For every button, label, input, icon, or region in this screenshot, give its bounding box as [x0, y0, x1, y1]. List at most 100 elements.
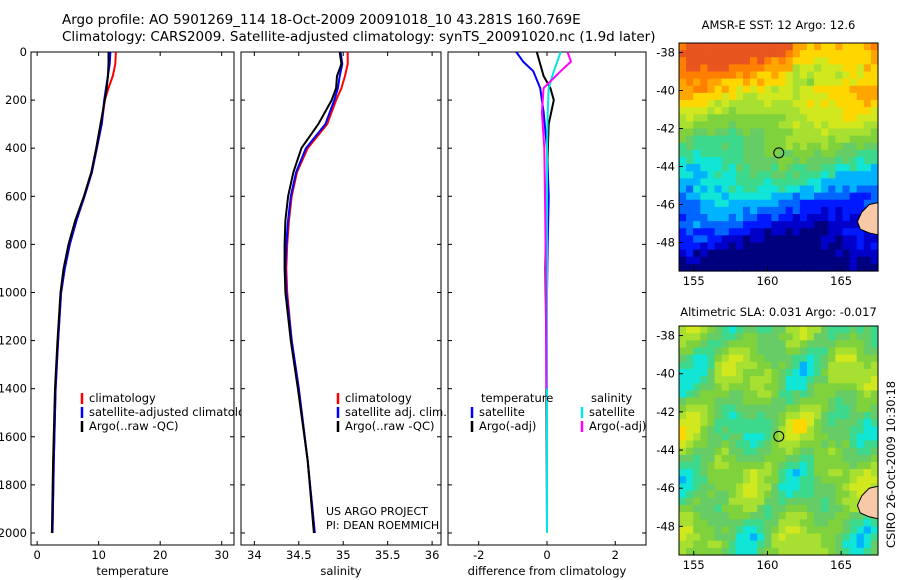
heatmap-cell: [700, 340, 709, 349]
heatmap-cell: [686, 121, 694, 130]
heatmap-cell: [764, 256, 772, 265]
heatmap-cell: [735, 333, 744, 341]
heatmap-cell: [686, 100, 694, 108]
heatmap-cell: [778, 426, 787, 434]
heatmap-cell: [814, 354, 822, 363]
heatmap-cell: [679, 469, 687, 477]
heatmap-cell: [707, 361, 716, 370]
heatmap-cell: [870, 540, 879, 549]
heatmap-cell: [870, 447, 879, 456]
heatmap-cell: [785, 57, 794, 65]
heatmap-cell: [679, 376, 687, 384]
heatmap-cell: [792, 526, 801, 535]
heatmap-cell: [835, 78, 844, 87]
heatmap-cell: [828, 214, 836, 222]
heatmap-cell: [686, 256, 694, 265]
heatmap-cell: [700, 142, 709, 151]
heatmap-cell: [814, 497, 822, 506]
heatmap-cell: [828, 404, 836, 413]
heatmap-cell: [693, 397, 701, 406]
heatmap-cell: [700, 476, 709, 485]
heatmap-cell: [764, 512, 772, 520]
heatmap-cell: [856, 433, 865, 442]
heatmap-cell: [856, 447, 865, 456]
heatmap-cell: [785, 368, 794, 377]
heatmap-cell: [700, 135, 709, 144]
heatmap-cell: [757, 135, 765, 144]
heatmap-cell: [799, 192, 808, 201]
heatmap-cell: [714, 533, 723, 542]
heatmap-cell: [700, 157, 709, 165]
heatmap-cell: [714, 483, 723, 492]
heatmap-cell: [835, 263, 844, 272]
heatmap-cell: [721, 326, 730, 334]
heatmap-cell: [778, 411, 787, 420]
heatmap-cell: [806, 326, 815, 334]
heatmap-cell: [707, 483, 716, 492]
series-line-4: [540, 51, 572, 389]
heatmap-cell: [693, 476, 701, 485]
heatmap-cell: [700, 326, 709, 334]
heatmap-cell: [707, 519, 716, 527]
heatmap-cell: [828, 533, 836, 542]
heatmap-cell: [750, 157, 758, 165]
heatmap-cell: [686, 469, 694, 477]
x-tick-label: 36: [425, 548, 440, 562]
heatmap-cell: [778, 121, 787, 130]
heatmap-cell: [693, 64, 701, 73]
heatmap-cell: [700, 461, 709, 470]
heatmap-cell: [856, 533, 865, 542]
heatmap-cell: [750, 383, 758, 392]
heatmap-cell: [714, 519, 723, 527]
heatmap-cell: [849, 490, 858, 499]
heatmap-cell: [778, 57, 787, 65]
heatmap-cell: [757, 142, 765, 151]
heatmap-cell: [771, 100, 780, 108]
heatmap-cell: [714, 547, 723, 556]
heatmap-cell: [835, 519, 844, 527]
heatmap-cell: [764, 526, 772, 535]
heatmap-cell: [792, 540, 801, 549]
heatmap-cell: [764, 461, 772, 470]
heatmap-cell: [686, 43, 694, 51]
heatmap-cell: [742, 64, 751, 73]
heatmap-cell: [849, 242, 858, 251]
heatmap-cell: [757, 249, 765, 258]
heatmap-cell: [764, 411, 772, 420]
heatmap-cell: [693, 85, 701, 94]
heatmap-cell: [799, 419, 808, 427]
heatmap-cell: [764, 221, 772, 229]
heatmap-cell: [856, 519, 865, 527]
heatmap-cell: [707, 114, 716, 122]
heatmap-cell: [742, 504, 751, 513]
heatmap-cell: [856, 50, 865, 58]
heatmap-cell: [771, 199, 780, 208]
heatmap-cell: [700, 121, 709, 130]
heatmap-cell: [835, 504, 844, 513]
heatmap-cell: [835, 178, 844, 187]
heatmap-cell: [686, 178, 694, 187]
heatmap-cell: [835, 50, 844, 58]
heatmap-cell: [856, 199, 865, 208]
heatmap-cell: [771, 326, 780, 334]
heatmap-cell: [735, 326, 744, 334]
heatmap-cell: [707, 404, 716, 413]
heatmap-cell: [806, 433, 815, 442]
heatmap-cell: [714, 121, 723, 130]
heatmap-cell: [863, 64, 872, 73]
heatmap-cell: [693, 142, 701, 151]
heatmap-cell: [728, 164, 737, 172]
heatmap-cell: [792, 149, 801, 158]
heatmap-cell: [707, 526, 716, 535]
heatmap-cell: [842, 540, 851, 549]
heatmap-cell: [700, 242, 709, 251]
heatmap-cell: [863, 354, 872, 363]
y-tick-label: -38: [656, 329, 675, 343]
heatmap-cell: [842, 419, 851, 427]
heatmap-cell: [764, 490, 772, 499]
heatmap-cell: [870, 43, 879, 51]
heatmap-cell: [828, 199, 836, 208]
heatmap-cell: [821, 149, 829, 158]
heatmap-cell: [849, 519, 858, 527]
